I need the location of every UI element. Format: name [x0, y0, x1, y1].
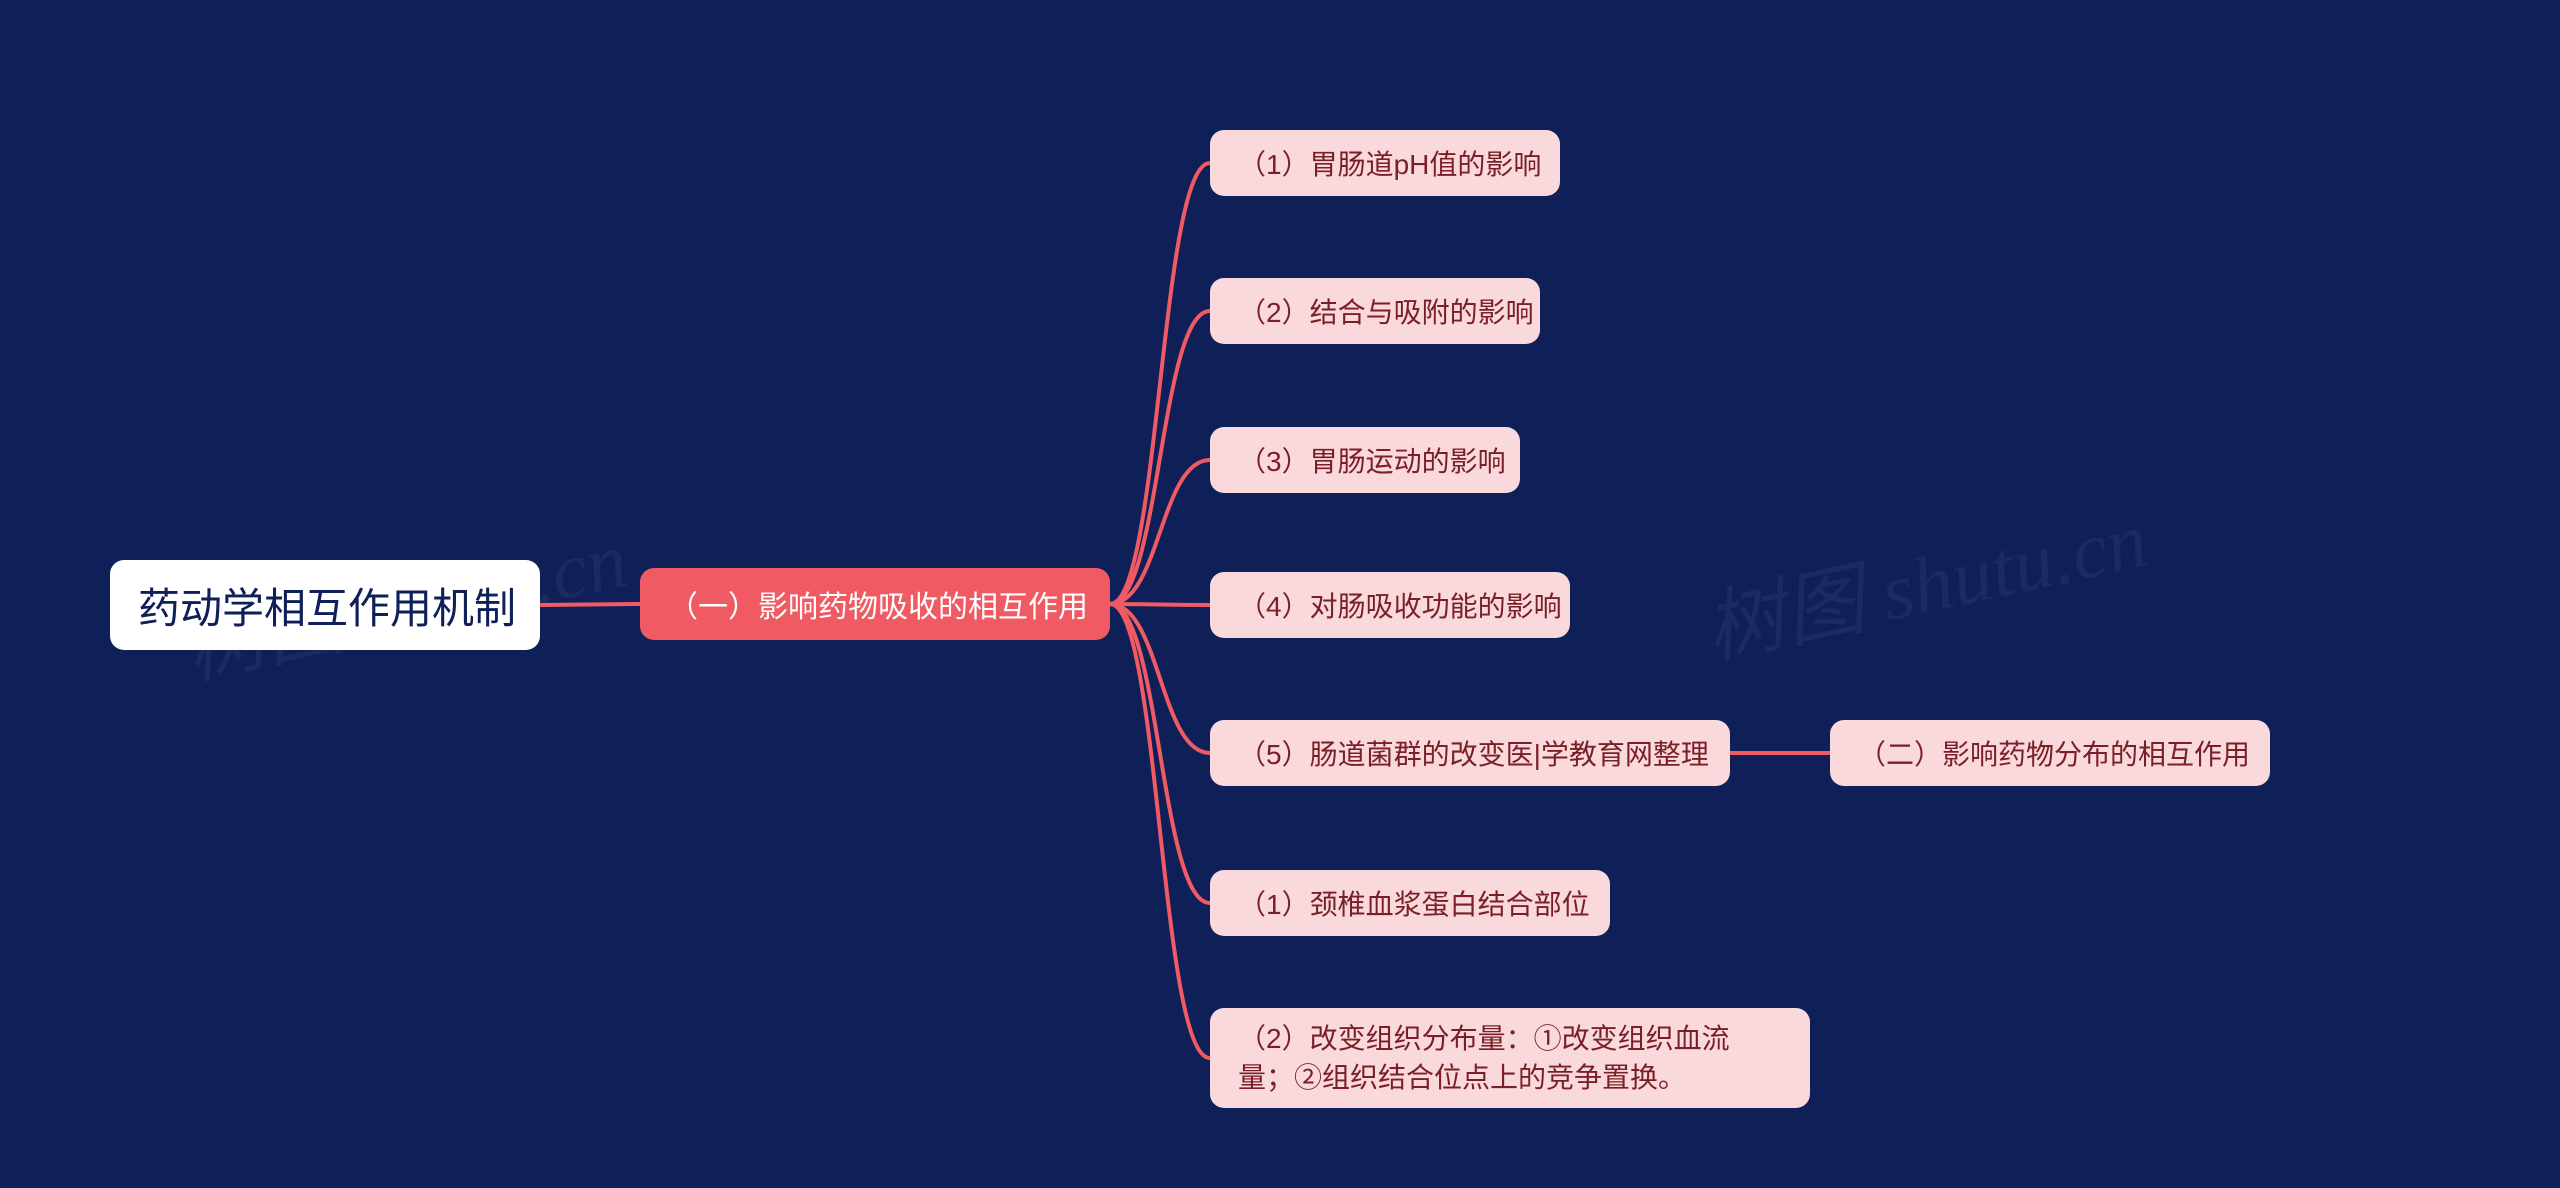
leaf-label: （二）影响药物分布的相互作用: [1858, 733, 2250, 773]
leaf-node-distribution: （二）影响药物分布的相互作用: [1830, 720, 2270, 786]
leaf-node: （2）改变组织分布量：①改变组织血流量；②组织结合位点上的竞争置换。: [1210, 1008, 1810, 1108]
leaf-label: （5）肠道菌群的改变医|学教育网整理: [1238, 733, 1709, 773]
leaf-label: （1）胃肠道pH值的影响: [1238, 143, 1541, 183]
watermark: 树图 shutu.cn: [1693, 475, 2156, 682]
leaf-node: （5）肠道菌群的改变医|学教育网整理: [1210, 720, 1730, 786]
root-node: 药动学相互作用机制: [110, 560, 540, 650]
root-label: 药动学相互作用机制: [138, 575, 516, 636]
leaf-label: （4）对肠吸收功能的影响: [1238, 585, 1562, 625]
leaf-node: （3）胃肠运动的影响: [1210, 427, 1520, 493]
leaf-label: （2）改变组织分布量：①改变组织血流量；②组织结合位点上的竞争置换。: [1238, 1019, 1782, 1097]
leaf-node: （1）胃肠道pH值的影响: [1210, 130, 1560, 196]
leaf-node: （2）结合与吸附的影响: [1210, 278, 1540, 344]
leaf-label: （3）胃肠运动的影响: [1238, 440, 1506, 480]
branch-label: （一）影响药物吸收的相互作用: [668, 582, 1088, 626]
leaf-node: （1）颈椎血浆蛋白结合部位: [1210, 870, 1610, 936]
branch-node-absorption: （一）影响药物吸收的相互作用: [640, 568, 1110, 640]
leaf-node: （4）对肠吸收功能的影响: [1210, 572, 1570, 638]
leaf-label: （2）结合与吸附的影响: [1238, 291, 1534, 331]
leaf-label: （1）颈椎血浆蛋白结合部位: [1238, 883, 1590, 923]
